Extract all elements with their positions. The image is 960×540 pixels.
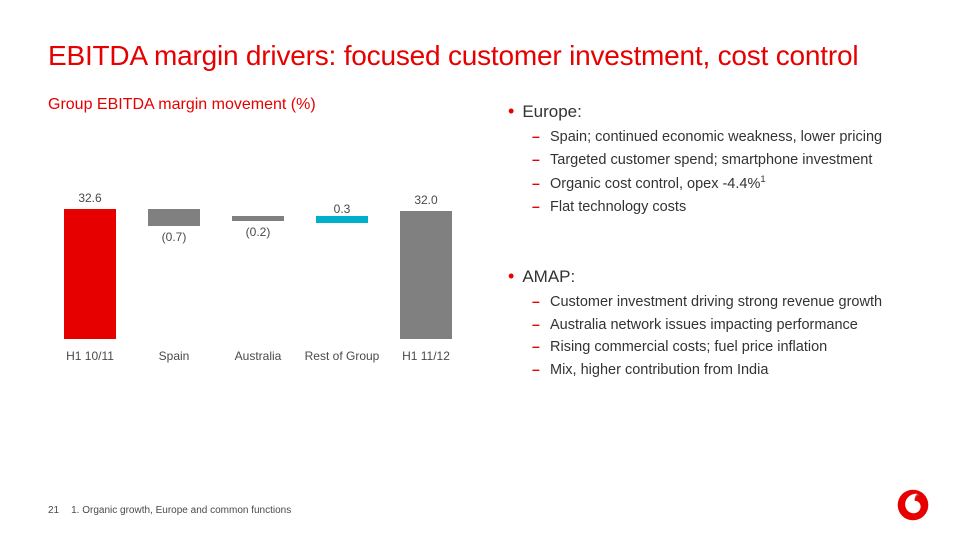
dash-icon: – (532, 175, 542, 191)
slide: EBITDA margin drivers: focused customer … (0, 0, 960, 540)
dash-icon: – (532, 316, 542, 332)
region-block: •Europe:–Spain; continued economic weakn… (508, 102, 912, 217)
sub-bullet-item: –Rising commercial costs; fuel price inf… (532, 338, 912, 358)
bar (316, 216, 368, 223)
region-name: Europe: (522, 102, 582, 122)
sub-bullet-item: –Australia network issues impacting perf… (532, 316, 912, 336)
content-row: Group EBITDA margin movement (%) 32.6 (0.… (48, 96, 912, 430)
bar (148, 209, 200, 226)
sub-bullet-text: Australia network issues impacting perfo… (550, 316, 858, 336)
bullets-panel: •Europe:–Spain; continued economic weakn… (508, 96, 912, 430)
x-axis-label: Rest of Group (298, 349, 386, 363)
sub-bullet-text: Organic cost control, opex -4.4%1 (550, 173, 766, 194)
bar-value-label: (0.2) (226, 225, 290, 239)
sub-bullet-list: –Customer investment driving strong reve… (532, 293, 912, 380)
chart-plot-area: 32.6 (0.7) (0.2) 0.3 32.0 (48, 144, 468, 339)
waterfall-chart: 32.6 (0.7) (0.2) 0.3 32.0 H1 10/11SpainAustr… (48, 144, 468, 379)
slide-footer: 21 1. Organic growth, Europe and common … (48, 505, 291, 516)
x-axis-label: H1 10/11 (46, 349, 134, 363)
sub-bullet-item: –Customer investment driving strong reve… (532, 293, 912, 313)
chart-panel: Group EBITDA margin movement (%) 32.6 (0.… (48, 96, 468, 430)
x-axis-label: Spain (130, 349, 218, 363)
x-axis-label: Australia (214, 349, 302, 363)
region-heading: • Europe: (508, 102, 912, 122)
sub-bullet-text: Flat technology costs (550, 198, 686, 218)
sub-bullet-text: Rising commercial costs; fuel price infl… (550, 338, 827, 358)
vodafone-logo-icon (896, 488, 930, 522)
bar-value-label: (0.7) (142, 230, 206, 244)
bar (64, 209, 116, 339)
sub-bullet-list: –Spain; continued economic weakness, low… (532, 128, 912, 217)
bullet-dot-icon: • (508, 267, 514, 285)
region-name: AMAP: (522, 267, 575, 287)
dash-icon: – (532, 361, 542, 377)
dash-icon: – (532, 151, 542, 167)
x-axis-label: H1 11/12 (382, 349, 470, 363)
sub-bullet-item: –Targeted customer spend; smartphone inv… (532, 151, 912, 171)
sub-bullet-text: Targeted customer spend; smartphone inve… (550, 151, 872, 171)
bar (400, 211, 452, 339)
sub-bullet-item: –Spain; continued economic weakness, low… (532, 128, 912, 148)
sub-bullet-text: Customer investment driving strong reven… (550, 293, 882, 313)
sub-bullet-item: –Organic cost control, opex -4.4%1 (532, 173, 912, 194)
bar-value-label: 32.0 (394, 193, 458, 207)
dash-icon: – (532, 198, 542, 214)
bullet-dot-icon: • (508, 102, 514, 120)
page-title: EBITDA margin drivers: focused customer … (48, 40, 912, 72)
sub-bullet-text: Mix, higher contribution from India (550, 361, 768, 381)
bar (232, 216, 284, 221)
dash-icon: – (532, 293, 542, 309)
chart-subtitle: Group EBITDA margin movement (%) (48, 96, 468, 114)
footnote-text: 1. Organic growth, Europe and common fun… (71, 505, 291, 516)
dash-icon: – (532, 338, 542, 354)
sub-bullet-text: Spain; continued economic weakness, lowe… (550, 128, 882, 148)
bar-value-label: 0.3 (310, 202, 374, 216)
page-number: 21 (48, 505, 59, 516)
region-heading: • AMAP: (508, 267, 912, 287)
region-block: •AMAP:–Customer investment driving stron… (508, 267, 912, 380)
sub-bullet-item: –Flat technology costs (532, 198, 912, 218)
dash-icon: – (532, 128, 542, 144)
sub-bullet-item: –Mix, higher contribution from India (532, 361, 912, 381)
bar-value-label: 32.6 (58, 191, 122, 205)
